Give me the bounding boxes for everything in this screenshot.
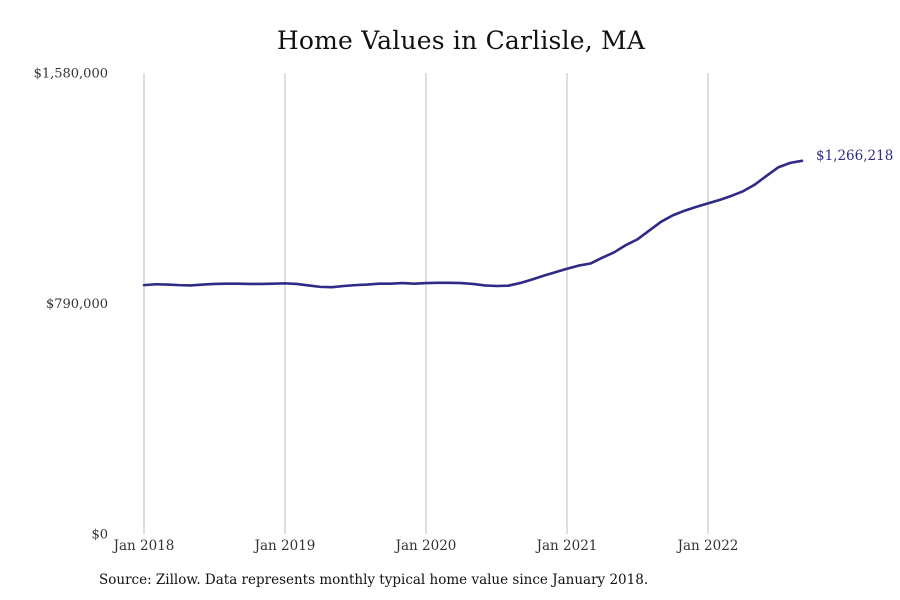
end-value-label: $1,266,218 [816,148,893,164]
gridlines [143,73,709,534]
x-tick-label: Jan 2022 [676,538,739,554]
x-tick-label: Jan 2018 [112,538,175,554]
chart-title: Home Values in Carlisle, MA [276,26,646,55]
source-note: Source: Zillow. Data represents monthly … [99,572,649,588]
end-label-layer: $1,266,218 [816,148,893,164]
y-tick-label: $1,580,000 [34,67,108,82]
y-tick-label: $0 [91,528,108,543]
x-tick-label: Jan 2019 [253,538,316,554]
x-tick-label: Jan 2020 [394,538,457,554]
series-layer [142,159,804,289]
y-tick-label: $790,000 [46,297,108,312]
y-axis: $0 $790,000 $1,580,000 [34,67,108,543]
series-line [142,159,804,289]
x-axis: Jan 2018 Jan 2019 Jan 2020 Jan 2021 Jan 2022 [112,538,739,554]
x-tick-label: Jan 2021 [535,538,598,554]
